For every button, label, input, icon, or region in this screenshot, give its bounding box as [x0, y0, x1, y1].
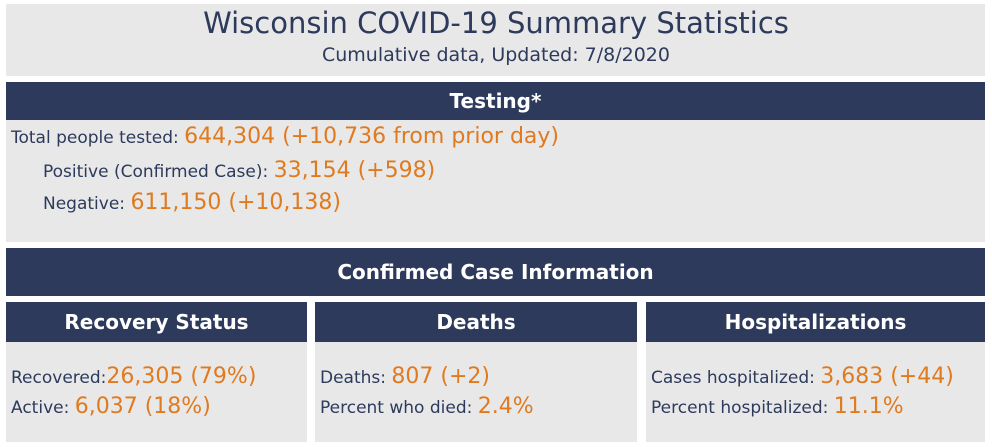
stat-row: Deaths: 807 (+2) [320, 364, 490, 389]
stat-label: Negative: [43, 194, 126, 214]
stat-value: 26,305 (79%) [106, 364, 257, 389]
stat-label: Recovered: [11, 368, 107, 388]
stat-value: 2.4% [477, 394, 534, 419]
testing-panel [6, 120, 985, 242]
stat-row: Negative: 611,150 (+10,138) [43, 190, 341, 215]
stat-label: Percent who died: [320, 398, 473, 418]
stat-row: Active: 6,037 (18%) [11, 394, 211, 419]
stat-row: Percent hospitalized: 11.1% [651, 394, 904, 419]
panel-header: Hospitalizations [646, 302, 985, 342]
stat-value: 6,037 (18%) [74, 394, 211, 419]
panel-body [6, 342, 307, 442]
stat-label: Cases hospitalized: [651, 368, 815, 388]
subtitle: Cumulative data, Updated: 7/8/2020 [321, 44, 670, 66]
title: Wisconsin COVID-19 Summary Statistics [203, 6, 789, 40]
stat-label: Active: [11, 398, 70, 418]
stat-row: Percent who died: 2.4% [320, 394, 534, 419]
stat-row: Positive (Confirmed Case): 33,154 (+598) [43, 158, 435, 183]
stat-value: 3,683 (+44) [820, 364, 954, 389]
section-header: Testing* [6, 82, 985, 120]
stat-label: Total people tested: [11, 128, 179, 148]
stat-label: Positive (Confirmed Case): [43, 162, 269, 182]
stat-label: Percent hospitalized: [651, 398, 829, 418]
header-panel [6, 4, 985, 76]
stat-row: Cases hospitalized: 3,683 (+44) [651, 364, 954, 389]
stat-value: 11.1% [833, 394, 904, 419]
panel-body [315, 342, 637, 442]
stat-value: 611,150 (+10,138) [130, 190, 341, 215]
stat-value: 644,304 (+10,736 from prior day) [184, 124, 559, 149]
panel-body [646, 342, 985, 442]
panel-header: Recovery Status [6, 302, 307, 342]
stat-value: 807 (+2) [391, 364, 490, 389]
stat-value: 33,154 (+598) [273, 158, 436, 183]
stat-row: Recovered:26,305 (79%) [11, 364, 256, 389]
stat-label: Deaths: [320, 368, 386, 388]
stat-row: Total people tested: 644,304 (+10,736 fr… [11, 124, 559, 149]
section-header: Confirmed Case Information [6, 248, 985, 296]
panel-header: Deaths [315, 302, 637, 342]
